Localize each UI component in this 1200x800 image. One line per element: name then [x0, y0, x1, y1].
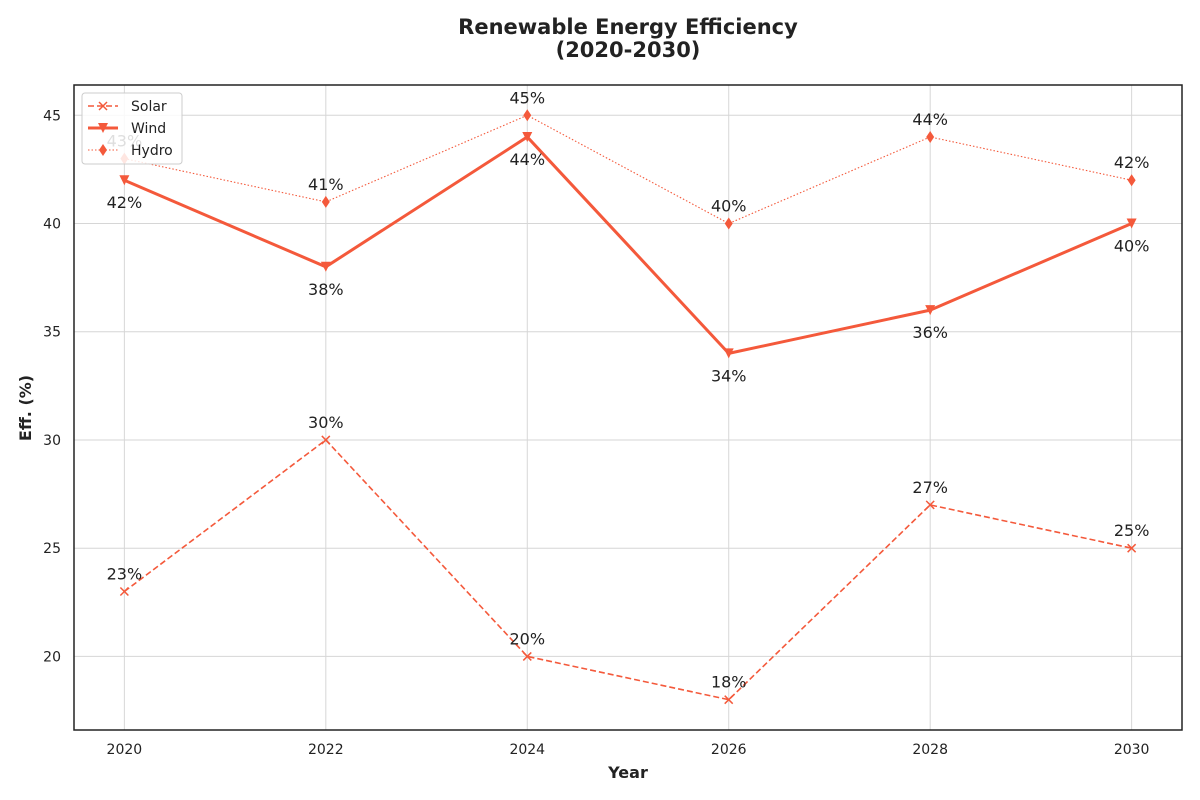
data-label-solar: 27%: [912, 478, 948, 497]
data-point-solar: [321, 435, 331, 445]
data-point-wind: [320, 261, 331, 272]
legend: Solar Wind Hydro: [81, 92, 183, 165]
chart-title-line-1: Renewable Energy Efficiency: [458, 15, 798, 39]
series-wind: [119, 131, 1137, 359]
data-point-hydro: [926, 130, 935, 143]
data-point-wind: [522, 131, 533, 142]
data-label-solar: 18%: [711, 673, 747, 692]
legend-marker-hydro: [99, 144, 107, 156]
data-point-solar: [925, 500, 935, 510]
axis-ticks: 2020 2022 2024 2026 2028 2030 20 25 30 35 40 45: [43, 108, 1149, 758]
legend-entry-solar: Solar: [88, 99, 167, 115]
x-axis-label: Year: [607, 763, 648, 782]
data-point-hydro: [724, 217, 733, 230]
data-point-wind: [119, 175, 130, 186]
plot-area-frame: [73, 84, 1183, 731]
grid-lines: [74, 85, 1182, 730]
data-labels: 23%30%20%18%27%25%42%38%44%34%36%40%43%4…: [107, 88, 1150, 691]
x-tick-label: 2024: [509, 742, 545, 758]
data-label-wind: 42%: [107, 193, 143, 212]
series-hydro: [120, 109, 1136, 230]
data-label-hydro: 45%: [509, 88, 545, 107]
legend-box: [81, 92, 183, 165]
x-tick-label: 2022: [308, 742, 344, 758]
y-tick-label: 45: [43, 108, 61, 124]
legend-label-wind: Wind: [131, 121, 166, 137]
y-tick-label: 40: [43, 217, 61, 233]
chart-title-line-2: (2020-2030): [556, 38, 701, 62]
data-point-solar-stroke: [522, 651, 532, 661]
data-point-solar-stroke: [321, 435, 331, 445]
x-tick-label: 2026: [711, 742, 747, 758]
legend-marker-wind: [98, 123, 108, 133]
data-point-wind: [1126, 218, 1137, 229]
data-point-hydro: [321, 195, 330, 208]
data-label-wind: 40%: [1114, 237, 1150, 256]
series-line-hydro: [124, 114, 1132, 225]
series-line-solar: [123, 439, 1132, 701]
data-point-solar-stroke: [925, 500, 935, 510]
data-point-hydro: [1127, 174, 1136, 187]
data-label-solar: 25%: [1114, 521, 1150, 540]
data-label-wind: 36%: [912, 323, 948, 342]
data-label-wind: 34%: [711, 366, 747, 385]
data-point-solar: [119, 586, 129, 597]
data-label-wind: 38%: [308, 280, 344, 299]
x-tick-label: 2028: [912, 742, 948, 758]
legend-marker-solar: [98, 101, 108, 111]
data-label-wind: 44%: [509, 150, 545, 169]
data-label-hydro: 42%: [1114, 153, 1150, 172]
data-point-solar-stroke: [119, 586, 129, 597]
y-tick-label: 30: [43, 433, 61, 449]
x-tick-label: 2020: [107, 742, 143, 758]
data-point-solar: [724, 695, 734, 705]
legend-marker-solar-stroke: [98, 101, 108, 111]
y-tick-label: 35: [43, 325, 61, 341]
legend-label-hydro: Hydro: [131, 143, 173, 159]
series-group: [119, 109, 1137, 705]
data-label-solar: 23%: [107, 564, 143, 583]
legend-entry-hydro: Hydro: [88, 143, 173, 159]
data-point-solar: [522, 651, 532, 661]
data-point-hydro: [523, 109, 532, 122]
y-axis-label: Eff. (%): [16, 375, 35, 441]
data-label-solar: 30%: [308, 413, 344, 432]
x-tick-label: 2030: [1114, 742, 1150, 758]
data-label-hydro: 41%: [308, 175, 344, 194]
legend-entry-wind: Wind: [88, 121, 166, 137]
data-point-solar-stroke: [1127, 543, 1137, 553]
series-solar: [119, 435, 1137, 705]
data-label-solar: 20%: [509, 629, 545, 648]
legend-label-solar: Solar: [131, 99, 167, 115]
data-point-wind: [723, 348, 734, 359]
data-label-hydro: 40%: [711, 197, 747, 216]
y-tick-label: 25: [43, 541, 61, 557]
data-point-solar: [1127, 543, 1137, 553]
series-line-wind: [123, 135, 1133, 355]
y-tick-label: 20: [43, 649, 61, 665]
data-point-solar-stroke: [724, 695, 734, 705]
data-label-hydro: 44%: [912, 110, 948, 129]
data-point-wind: [925, 305, 936, 316]
